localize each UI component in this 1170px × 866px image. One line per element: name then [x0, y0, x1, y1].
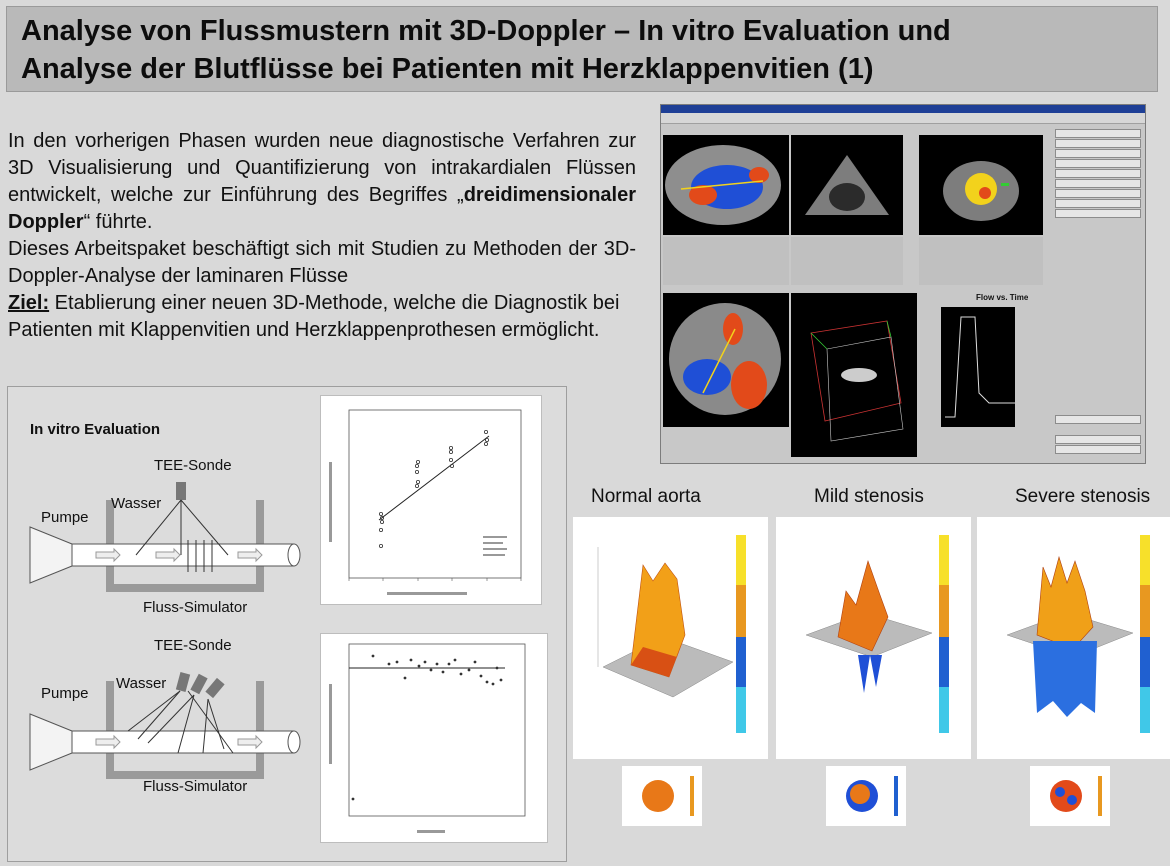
3d-volume-graphic: [810, 320, 904, 442]
title-line-2: Analyse der Blutflüsse bei Patienten mit…: [21, 53, 874, 85]
cross-section-normal-graphic: [642, 776, 694, 816]
flow-chart-title: Flow vs. Time: [976, 293, 1029, 302]
view-2-controls: [791, 237, 903, 285]
polar-doppler-view: [663, 293, 789, 427]
goal-label: Ziel:: [8, 292, 50, 314]
side-button-11[interactable]: [1055, 435, 1141, 444]
title-line-1: Analyse von Flussmustern mit 3D-Doppler …: [21, 15, 951, 47]
side-button-12[interactable]: [1055, 445, 1141, 454]
water-label-1: Wasser: [111, 495, 162, 512]
app-toolbar: [661, 113, 1145, 124]
view-3-controls: [919, 237, 1043, 285]
doppler-software-screenshot: Flow vs. Time: [660, 104, 1146, 464]
intro-text: In den vorherigen Phasen wurden neue dia…: [8, 128, 636, 344]
side-button-2[interactable]: [1055, 139, 1141, 148]
side-button-6[interactable]: [1055, 179, 1141, 188]
cross-section-mild-graphic: [846, 776, 898, 816]
pump-label-2: Pumpe: [41, 685, 89, 702]
label-mild-stenosis: Mild stenosis: [814, 486, 924, 507]
surface-plot-mild-stenosis: [776, 517, 971, 759]
angle-plot-graphic: [329, 643, 526, 833]
side-button-4[interactable]: [1055, 159, 1141, 168]
intro-paragraph-1: In den vorherigen Phasen wurden neue dia…: [8, 128, 636, 236]
surface-severe-graphic: [1006, 535, 1150, 733]
in-vitro-panel: In vitro Evaluation TEE-Sonde Wasser Pum…: [7, 386, 567, 862]
label-severe-stenosis: Severe stenosis: [1015, 486, 1151, 507]
velocity-regression-plot: [320, 395, 542, 605]
surface-normal-graphic: [597, 535, 746, 733]
view-1-controls: [663, 237, 789, 285]
surface-mild-graphic: [805, 535, 949, 733]
gray-echo-view: [791, 135, 903, 235]
simulator-label-1: Fluss-Simulator: [143, 599, 248, 616]
in-vitro-heading: In vitro Evaluation: [30, 421, 161, 438]
side-button-9[interactable]: [1055, 209, 1141, 218]
surface-plot-normal-aorta: [573, 517, 768, 759]
intro-paragraph-goal: Ziel: Etablierung einer neuen 3D-Methode…: [8, 290, 636, 344]
intro-p1-bold: dreidimensionaler Doppler: [8, 184, 636, 233]
side-button-8[interactable]: [1055, 199, 1141, 208]
doppler-view-2-graphic: [943, 161, 1019, 221]
flow-vs-time-chart: Flow vs. Time: [921, 293, 1059, 451]
gray-echo-graphic: [805, 155, 889, 215]
angle-dependence-plot: [320, 633, 548, 843]
flow-chart-graphic: [941, 307, 1015, 427]
flow-setup-diagram-1: [29, 482, 301, 592]
intro-paragraph-2: Dieses Arbeitspaket beschäftigt sich mit…: [8, 238, 636, 287]
cross-section-severe-graphic: [1050, 776, 1102, 816]
simulator-label-2: Fluss-Simulator: [143, 778, 248, 795]
intro-p1-end: “ führte.: [83, 211, 153, 233]
doppler-view-1-graphic: [665, 145, 781, 225]
side-button-5[interactable]: [1055, 169, 1141, 178]
intro-p1-start: In den vorherigen Phasen wurden neue dia…: [8, 130, 636, 206]
pump-label-1: Pumpe: [41, 509, 89, 526]
cross-section-normal-aorta: [622, 766, 702, 826]
probe-label-1: TEE-Sonde: [154, 457, 232, 474]
regression-plot-graphic: [329, 409, 522, 595]
water-label-2: Wasser: [116, 675, 167, 692]
color-doppler-view-2: [919, 135, 1043, 235]
label-normal-aorta: Normal aorta: [591, 486, 701, 507]
flow-setup-diagram-2: [29, 672, 301, 779]
cross-section-mild-stenosis: [826, 766, 906, 826]
goal-text: Etablierung einer neuen 3D-Methode, welc…: [8, 292, 620, 341]
color-doppler-view-1: [663, 135, 789, 235]
polar-doppler-graphic: [669, 303, 781, 415]
side-button-3[interactable]: [1055, 149, 1141, 158]
title-banner: Analyse von Flussmustern mit 3D-Doppler …: [6, 6, 1158, 92]
side-button-10[interactable]: [1055, 415, 1141, 424]
side-button-7[interactable]: [1055, 189, 1141, 198]
probe-label-2: TEE-Sonde: [154, 637, 232, 654]
3d-volume-view: [791, 293, 917, 457]
cross-section-severe-stenosis: [1030, 766, 1110, 826]
side-button-1[interactable]: [1055, 129, 1141, 138]
surface-plot-severe-stenosis: [977, 517, 1170, 759]
app-titlebar: [661, 105, 1145, 113]
